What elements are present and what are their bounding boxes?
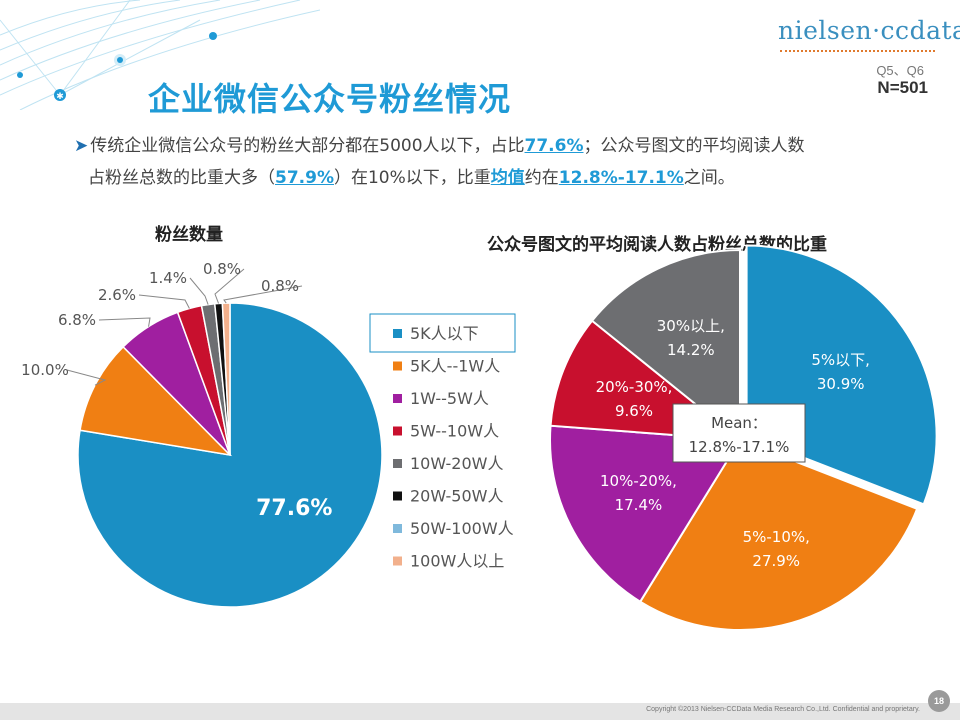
summary-line2-c: 约在 xyxy=(524,168,559,188)
summary-highlight-mean-range: 12.8%-17.1% xyxy=(558,168,684,188)
summary-line2-a: 占粉丝总数的比重大多（ xyxy=(88,168,275,188)
fans-label-5: 1.4% xyxy=(149,269,187,287)
fans-slice-5 xyxy=(200,302,231,456)
legend-label-7: 50W-100W人 xyxy=(410,519,514,538)
sample-size: N=501 xyxy=(877,78,928,97)
ratio-label-line: 5%-10%, xyxy=(743,528,810,546)
legend-swatch-7 xyxy=(393,524,402,533)
fans-label-4: 2.6% xyxy=(98,286,136,304)
ratio-label-line: 30%以上, xyxy=(657,317,725,335)
ratio-label-5: 30%以上, 14.2% xyxy=(657,317,725,359)
legend-label-3: 1W--5W人 xyxy=(410,389,489,408)
mean-annotation-range: 12.8%-17.1% xyxy=(689,438,790,456)
ratio-slice-4 xyxy=(549,319,744,442)
legend-swatch-8 xyxy=(393,556,402,566)
fans-leader-3 xyxy=(98,317,151,327)
page-title: 企业微信公众号粉丝情况 xyxy=(148,80,512,118)
svg-text:✱: ✱ xyxy=(56,92,64,102)
chart1-title: 粉丝数量 xyxy=(155,225,223,245)
legend-label-5: 10W-20W人 xyxy=(410,454,504,473)
fans-leader-2 xyxy=(66,369,107,386)
legend-label-4: 5W--10W人 xyxy=(410,422,499,441)
brand-logo: nielsen·ccdata xyxy=(778,16,960,45)
mean-annotation-box xyxy=(672,403,806,463)
summary-line2-b: ）在10%以下，比重 xyxy=(333,168,491,188)
legend-swatch-4 xyxy=(393,426,402,436)
ratio-label-line: 5%以下, xyxy=(811,351,870,369)
fans-leader-4 xyxy=(138,294,190,309)
ratio-label-3: 10%-20%, 17.4% xyxy=(600,472,677,514)
legend-label-6: 20W-50W人 xyxy=(410,487,504,506)
legend-swatch-5 xyxy=(393,459,402,468)
fans-leader-5 xyxy=(189,277,209,305)
legend-swatch-6 xyxy=(393,491,402,501)
fans-slice-2 xyxy=(79,345,233,457)
legend-swatch-3 xyxy=(393,394,402,403)
legend-label-8: 100W人以上 xyxy=(410,552,504,571)
legend-swatch-1 xyxy=(393,329,402,338)
ratio-label-2: 5%-10%, 27.9% xyxy=(743,528,810,570)
legend-highlight-box xyxy=(369,313,516,353)
page-number: 18 xyxy=(928,690,950,712)
legend-label-2: 5K人--1W人 xyxy=(410,357,500,376)
footer-bar xyxy=(0,703,960,720)
copyright-text: Copyright ©2013 Nielsen-CCData Media Res… xyxy=(646,706,920,713)
ratio-label-line: 14.2% xyxy=(667,341,715,359)
fans-slice-3 xyxy=(122,311,231,456)
ratio-label-line: 17.4% xyxy=(615,496,663,514)
fans-slice-1 xyxy=(77,302,383,608)
ratio-label-line: 27.9% xyxy=(752,552,800,570)
ratio-slice-1 xyxy=(745,244,938,506)
summary-line2-d: 之间。 xyxy=(683,168,735,188)
fans-slice-4 xyxy=(176,304,231,456)
chart2-title: 公众号图文的平均阅读人数占粉丝总数的比重 xyxy=(487,235,827,255)
fans-leader-8 xyxy=(223,285,303,304)
ratio-label-line: 20%-30%, xyxy=(596,378,673,396)
ratio-label-line: 10%-20%, xyxy=(600,472,677,490)
fans-label-6: 0.8% xyxy=(203,260,241,278)
summary-highlight-ratio: 57.9% xyxy=(275,168,334,188)
ratio-label-line: 9.6% xyxy=(615,402,653,420)
fans-slice-6 xyxy=(213,302,231,456)
ratio-slice-5 xyxy=(590,248,741,443)
legend-swatch-2 xyxy=(393,361,402,371)
ratio-label-4: 20%-30%, 9.6% xyxy=(596,378,673,420)
ratio-slice-2 xyxy=(638,438,919,631)
fans-slice-8 xyxy=(221,302,231,456)
mean-annotation-title: Mean： xyxy=(711,414,767,432)
question-code: Q5、Q6 xyxy=(876,63,924,78)
summary-highlight-mean-word: 均值 xyxy=(490,168,525,188)
logo-divider xyxy=(780,50,935,52)
summary-text: ➤ 传统企业微信公众号的粉丝大部分都在5000人以下，占比77.6%；公众号图文的… xyxy=(74,130,805,194)
fans-label-8: 0.8% xyxy=(261,277,299,295)
summary-line1-a: 传统企业微信公众号的粉丝大部分都在5000人以下，占比 xyxy=(90,136,525,156)
network-decoration: ✱ xyxy=(0,0,320,110)
ratio-slice-3 xyxy=(549,424,742,604)
ratio-label-line: 30.9% xyxy=(817,375,865,393)
summary-line1-b: ；公众号图文的平均阅读人数 xyxy=(583,136,805,156)
fans-label-3: 6.8% xyxy=(58,311,96,329)
fans-label-2: 10.0% xyxy=(21,361,69,379)
fans-leader-6 xyxy=(214,268,245,304)
summary-highlight-fans: 77.6% xyxy=(524,136,584,156)
legend-label-1: 5K人以下 xyxy=(410,324,479,343)
fans-label-1: 77.6% xyxy=(256,496,332,521)
bullet-arrow-icon: ➤ xyxy=(74,136,89,156)
ratio-label-1: 5%以下, 30.9% xyxy=(811,351,870,393)
